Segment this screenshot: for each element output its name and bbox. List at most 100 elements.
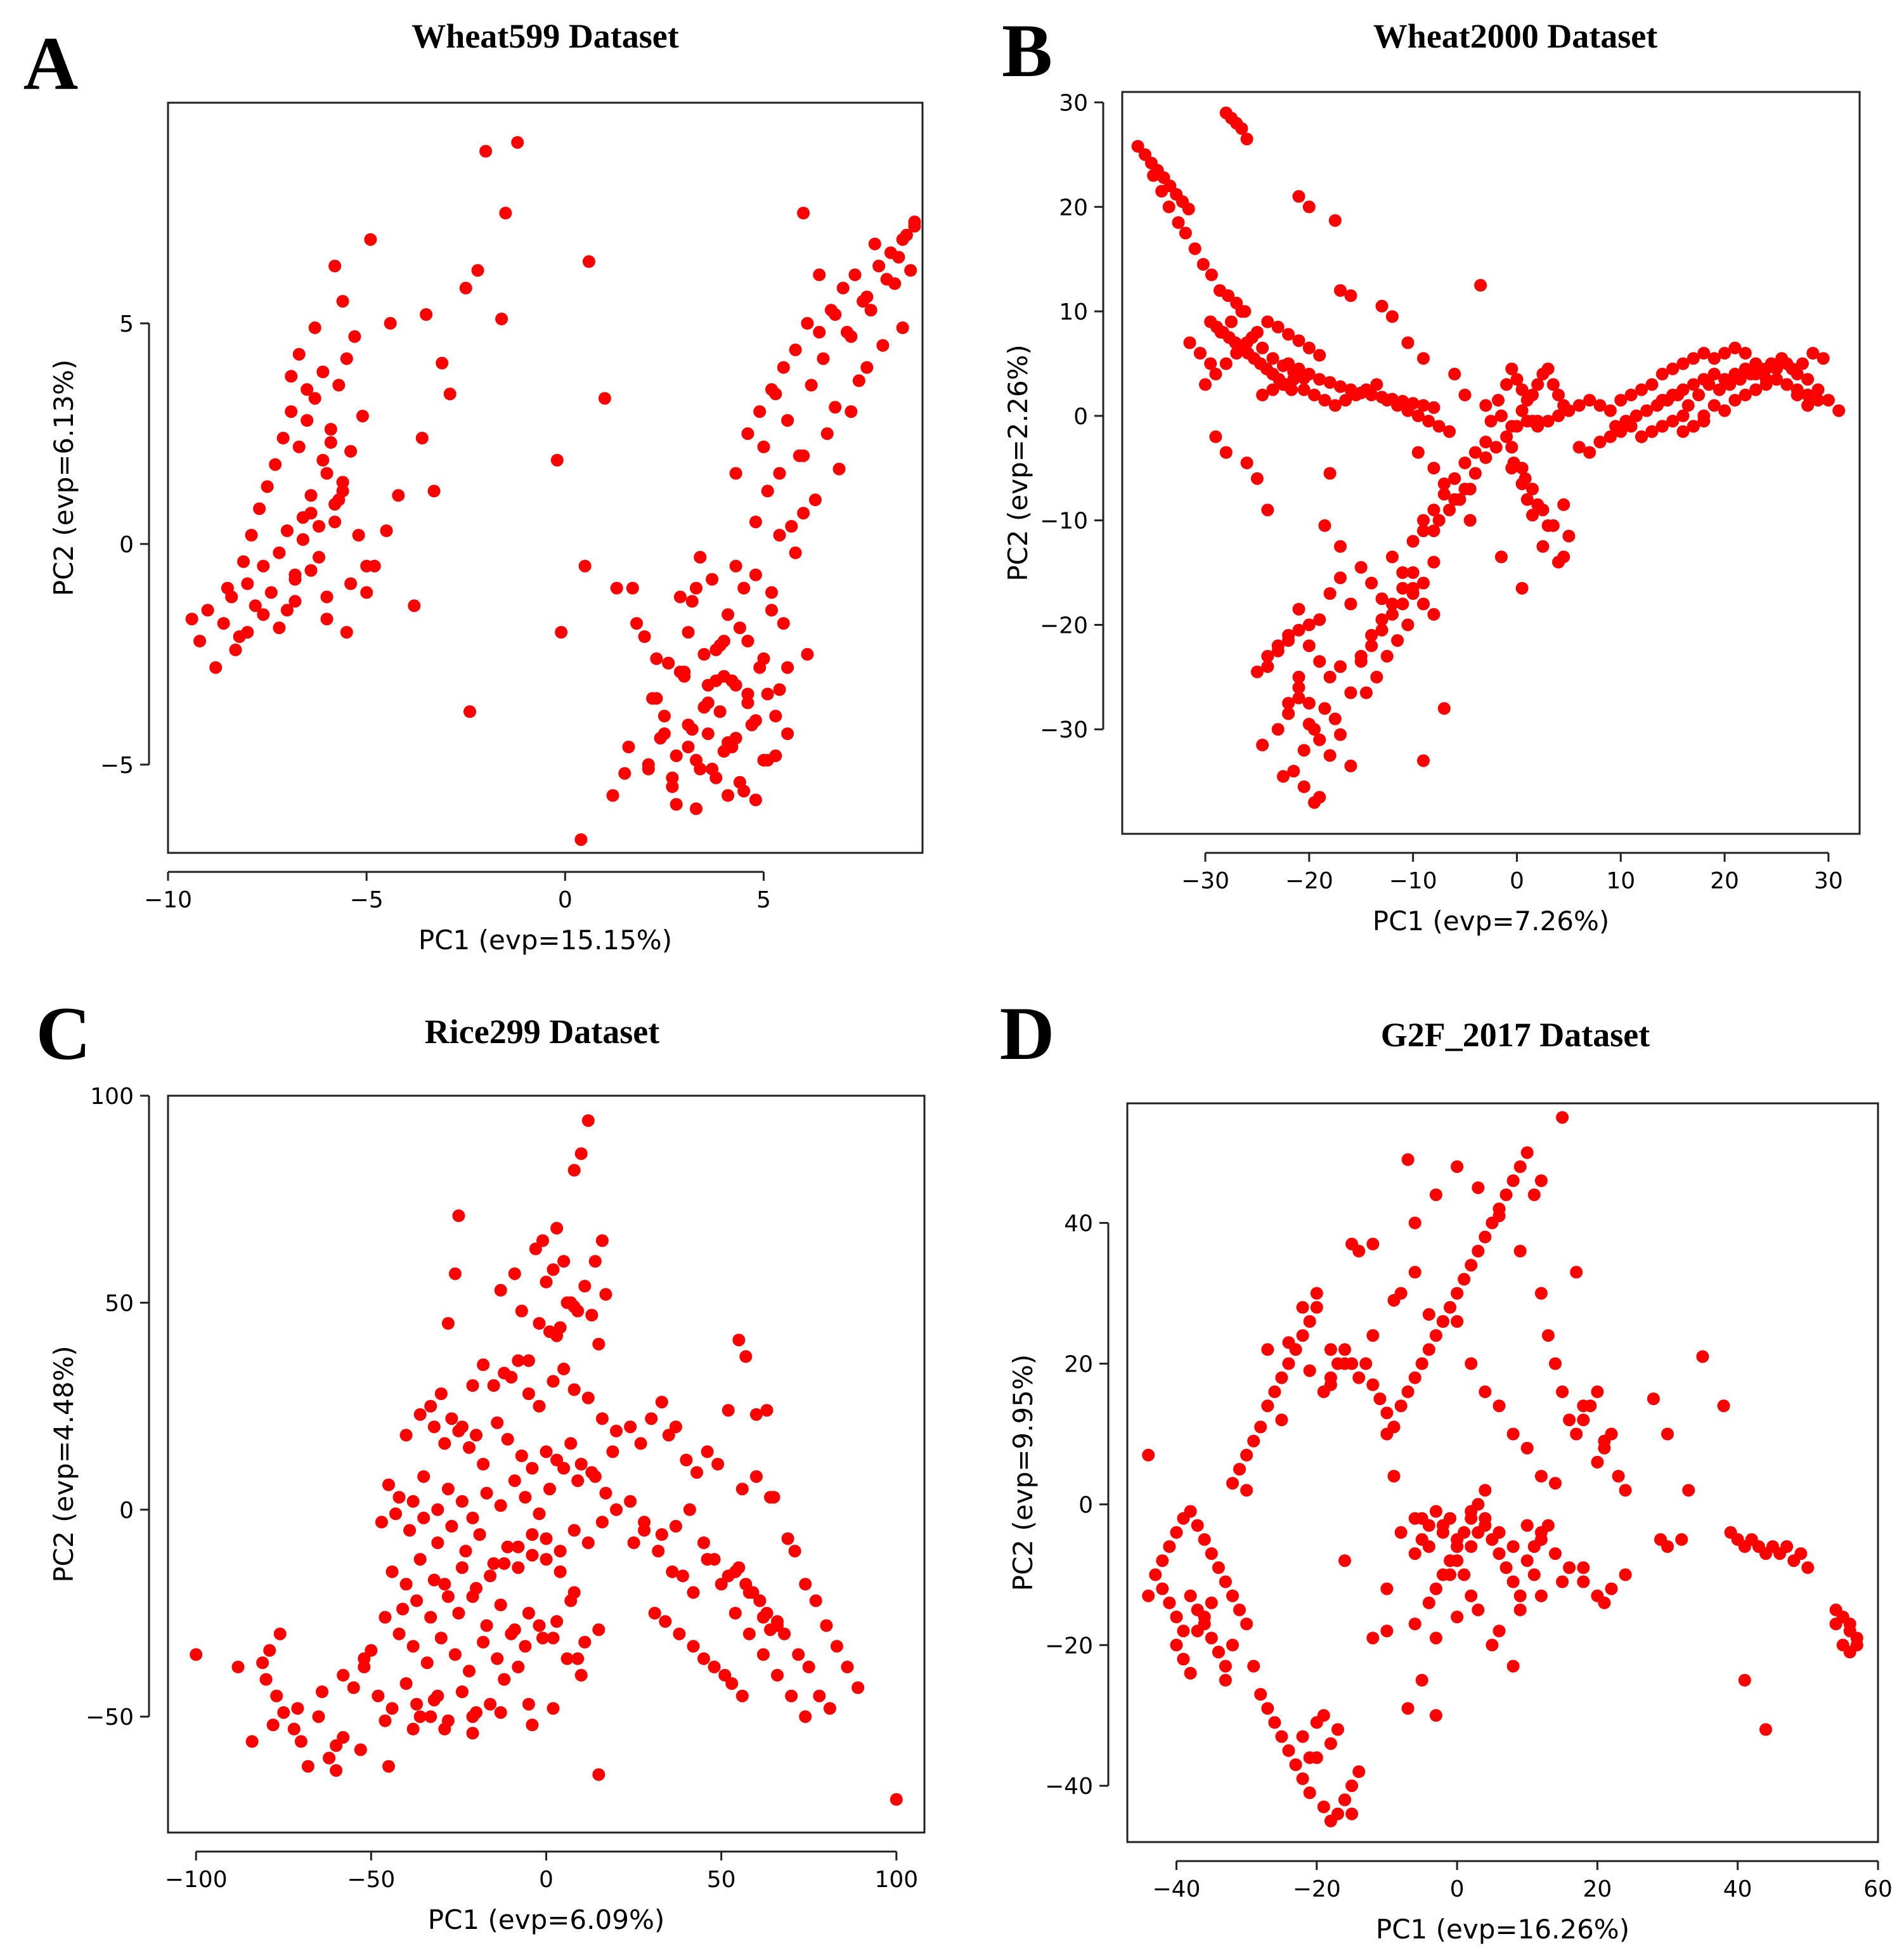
data-point (749, 793, 762, 807)
data-point (1811, 383, 1825, 396)
data-point (296, 533, 309, 546)
data-point (650, 652, 663, 665)
data-point (1391, 634, 1404, 647)
data-point (354, 1743, 367, 1756)
data-point (642, 762, 655, 776)
data-point (805, 379, 818, 392)
data-point (722, 608, 735, 621)
data-point (291, 1702, 304, 1715)
data-point (574, 1668, 588, 1682)
data-point (1247, 1434, 1260, 1448)
data-point (1465, 1505, 1478, 1518)
data-point (1515, 477, 1529, 490)
data-point (515, 1304, 528, 1318)
data-point (264, 586, 278, 599)
data-point (1240, 336, 1253, 349)
data-point (1552, 409, 1565, 422)
data-point (543, 1483, 556, 1496)
data-point (1406, 535, 1420, 548)
data-point (427, 1420, 441, 1434)
y-tick-label: 20 (1059, 195, 1088, 221)
data-point (1324, 1343, 1337, 1356)
data-point (344, 577, 358, 590)
data-point (773, 683, 786, 696)
data-point (1458, 1273, 1471, 1286)
y-axis-label: PC2 (evp=6.13%) (48, 360, 79, 596)
data-point (1156, 1554, 1169, 1567)
data-point (830, 1640, 843, 1653)
data-point (1505, 362, 1519, 375)
data-point (382, 1478, 395, 1491)
data-point (564, 1594, 578, 1607)
data-point (1209, 367, 1222, 380)
data-point (682, 626, 695, 639)
data-point (452, 1607, 465, 1619)
data-point (1225, 315, 1238, 328)
data-point (1250, 665, 1264, 678)
data-point (1422, 1540, 1435, 1553)
data-point (578, 1635, 592, 1649)
data-point (1323, 467, 1337, 480)
data-point (650, 692, 663, 705)
data-point (408, 599, 421, 613)
data-point (1493, 1209, 1506, 1223)
data-point (1513, 1603, 1527, 1616)
data-point (1302, 200, 1316, 214)
data-point (455, 1685, 469, 1698)
data-point (824, 304, 838, 317)
data-point (190, 1648, 203, 1661)
data-point (571, 1652, 585, 1665)
data-point (1666, 362, 1680, 375)
plot-frame (1126, 1102, 1879, 1843)
data-point (512, 1561, 525, 1574)
y-tick-label: 100 (90, 1084, 134, 1110)
data-point (259, 1673, 273, 1686)
data-point (781, 727, 794, 741)
data-point (494, 1706, 507, 1719)
data-point (1436, 1519, 1449, 1532)
data-point (1380, 394, 1394, 407)
data-point (356, 410, 369, 423)
data-point (1427, 555, 1441, 569)
data-point (1614, 425, 1628, 438)
x-tick-label: 50 (707, 1867, 736, 1893)
data-point (574, 1147, 588, 1160)
data-point (519, 1491, 532, 1504)
data-point (701, 678, 715, 692)
x-tick-label: −100 (165, 1867, 228, 1893)
data-point (1287, 765, 1300, 778)
data-point (1163, 1596, 1176, 1609)
data-point (241, 577, 254, 590)
data-point (1417, 576, 1430, 590)
data-point (1235, 122, 1248, 135)
data-point (1444, 1554, 1456, 1567)
data-point (1811, 394, 1825, 407)
data-point (1759, 362, 1773, 375)
data-point (1328, 712, 1342, 725)
data-point (1287, 373, 1300, 386)
data-point (813, 325, 826, 339)
data-point (757, 440, 770, 453)
data-point (550, 1329, 564, 1342)
data-point (511, 136, 524, 149)
data-point (690, 753, 703, 767)
data-point (1474, 278, 1487, 292)
data-point (1184, 1589, 1197, 1602)
data-point (413, 1553, 427, 1566)
data-point (392, 1627, 406, 1640)
data-point (1292, 623, 1305, 637)
data-point (1427, 524, 1441, 538)
data-point (582, 255, 595, 268)
data-point (706, 573, 719, 586)
data-point (1515, 581, 1529, 595)
data-point (288, 595, 302, 608)
data-point (1451, 1160, 1464, 1173)
data-point (1254, 1420, 1267, 1434)
data-point (1570, 1427, 1583, 1441)
x-tick-label: −10 (144, 887, 192, 913)
data-point (1331, 1807, 1344, 1820)
data-point (466, 1727, 479, 1740)
data-point (1219, 1673, 1232, 1687)
data-point (1605, 1582, 1618, 1595)
data-point (1546, 519, 1560, 532)
